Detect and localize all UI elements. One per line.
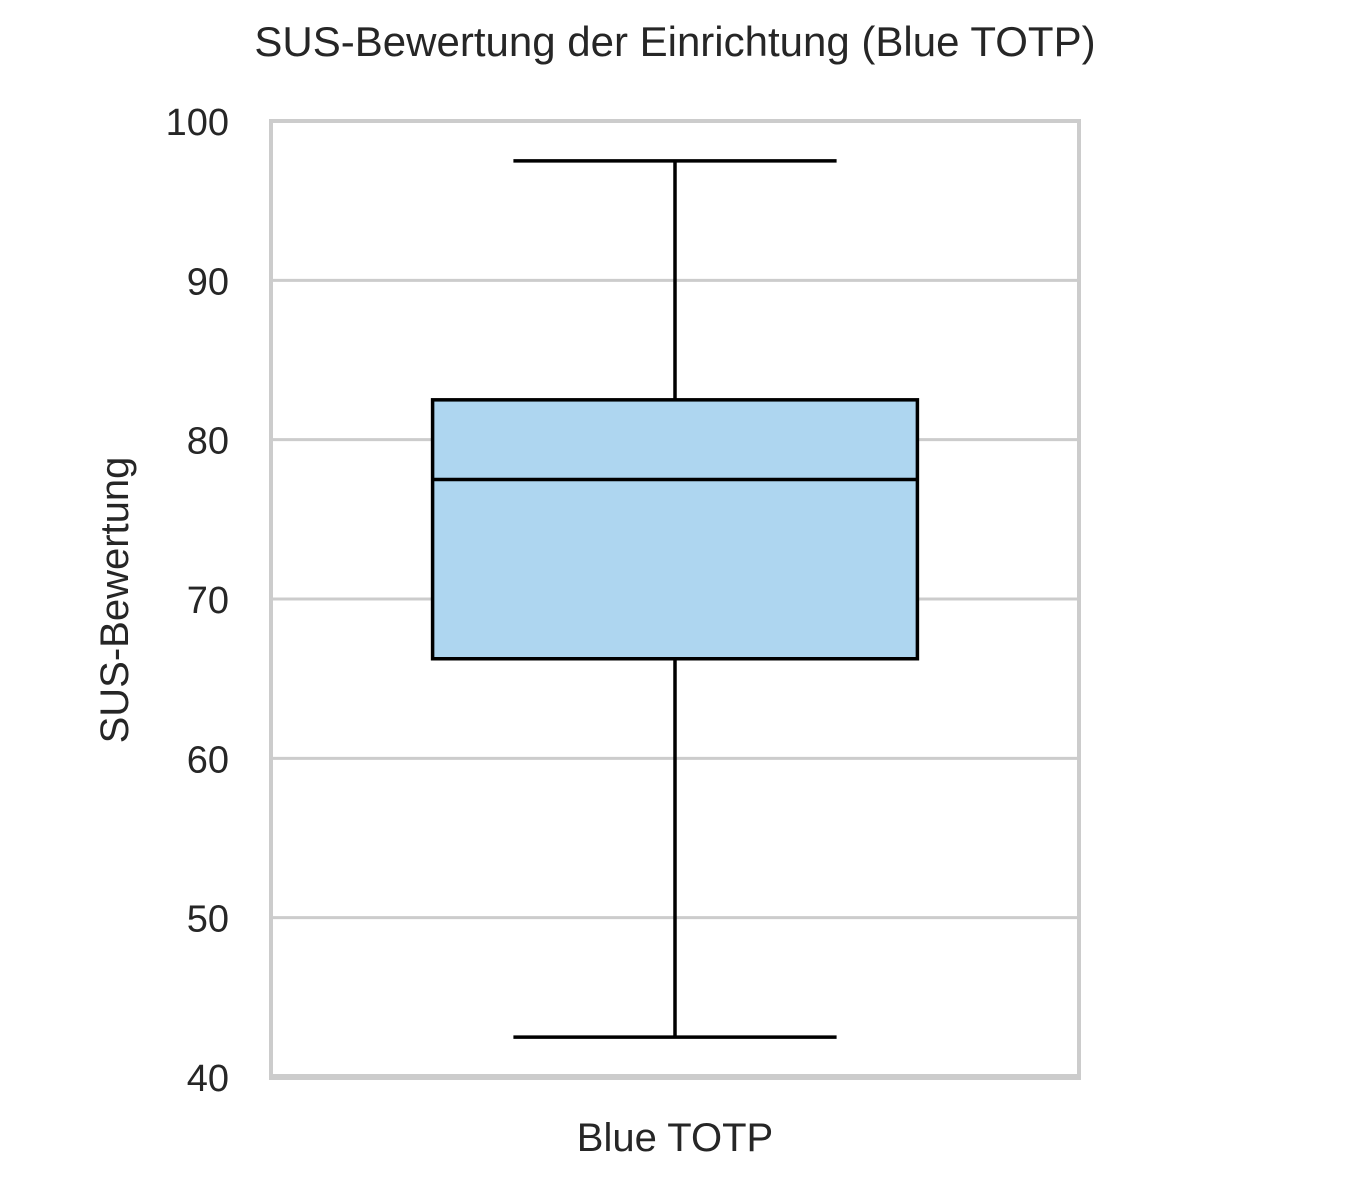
x-tick-label-0: Blue TOTP	[577, 1116, 773, 1160]
boxes	[430, 159, 920, 1039]
y-tick-label-80: 80	[187, 421, 229, 463]
chart-title: SUS-Bewertung der Einrichtung (Blue TOTP…	[254, 18, 1095, 65]
iqr-box	[430, 398, 920, 661]
y-tick-label-40: 40	[187, 1058, 229, 1100]
y-axis-label: SUS-Bewertung	[93, 457, 137, 744]
y-tick-label-70: 70	[187, 580, 229, 622]
y-tick-labels: 40 50 60 70 80 90 100	[166, 102, 229, 1100]
y-tick-label-100: 100	[166, 102, 229, 144]
y-tick-label-50: 50	[187, 899, 229, 941]
y-tick-label-90: 90	[187, 261, 229, 303]
y-tick-label-60: 60	[187, 739, 229, 781]
x-tick-labels: Blue TOTP	[577, 1116, 773, 1160]
box-0	[430, 159, 920, 1039]
